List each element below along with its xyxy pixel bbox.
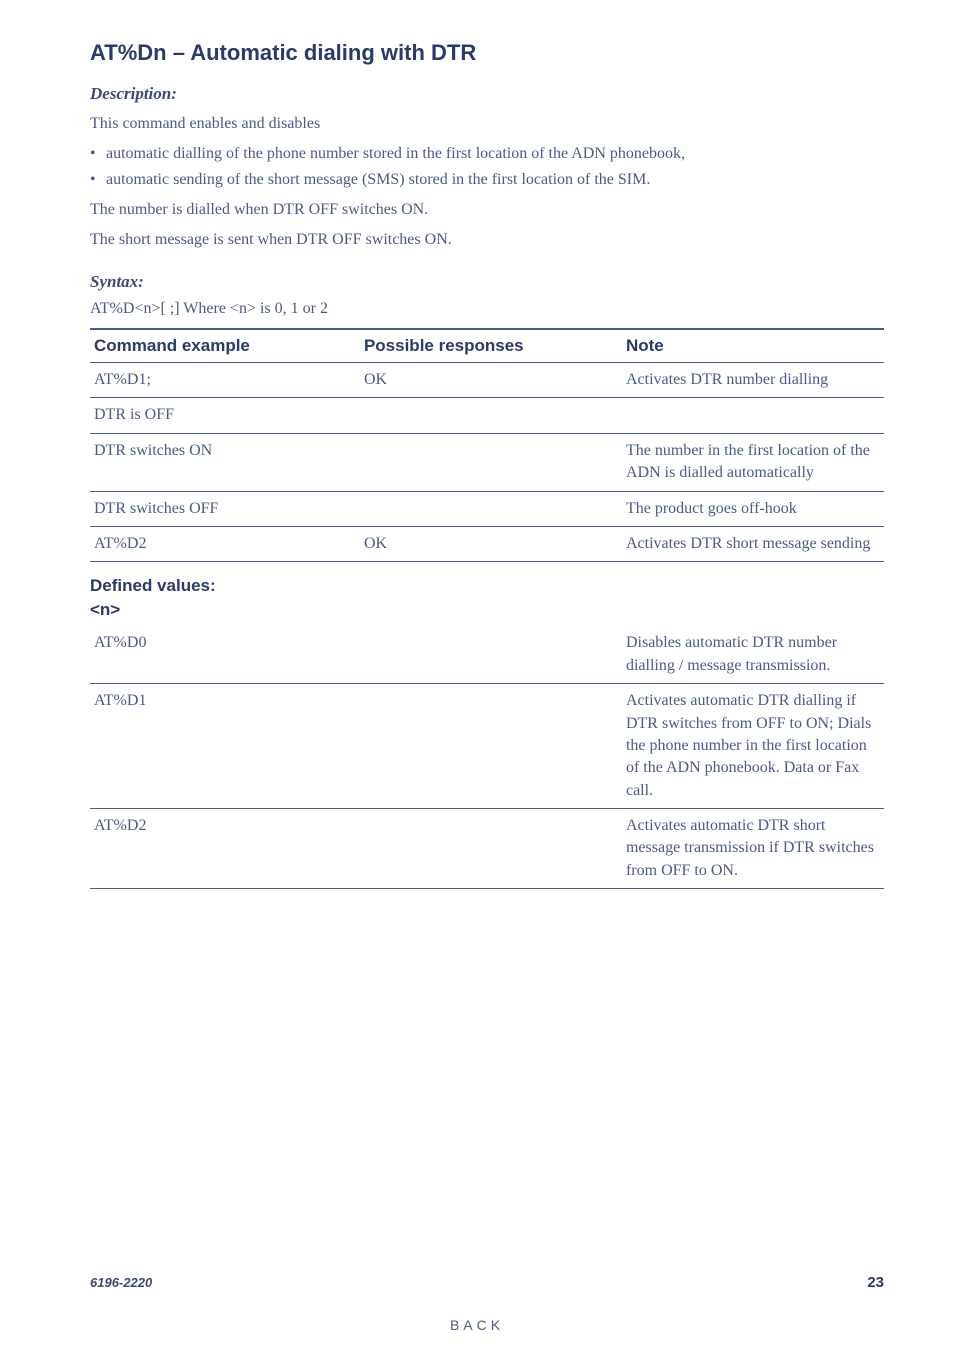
cell: AT%D2 bbox=[90, 526, 360, 561]
table-row: AT%D1; OK Activates DTR number dialling bbox=[90, 363, 884, 398]
bullet-item: automatic sending of the short message (… bbox=[90, 168, 884, 192]
table-row: DTR switches OFF The product goes off-ho… bbox=[90, 491, 884, 526]
cell: Activates DTR short message sending bbox=[622, 526, 884, 561]
description-intro: This command enables and disables bbox=[90, 112, 884, 136]
cell: The product goes off-hook bbox=[622, 491, 884, 526]
table-row: AT%D1 Activates automatic DTR dialling i… bbox=[90, 684, 884, 809]
defined-values-table: AT%D0 Disables automatic DTR number dial… bbox=[90, 626, 884, 889]
cell bbox=[622, 398, 884, 433]
footer-doc-id: 6196-2220 bbox=[90, 1275, 152, 1290]
description-heading: Description: bbox=[90, 84, 884, 104]
description-line: The short message is sent when DTR OFF s… bbox=[90, 228, 884, 252]
description-line: The number is dialled when DTR OFF switc… bbox=[90, 198, 884, 222]
table-row: DTR switches ON The number in the first … bbox=[90, 433, 884, 491]
page-title: AT%Dn – Automatic dialing with DTR bbox=[90, 40, 884, 66]
cell: AT%D2 bbox=[90, 809, 622, 889]
cell: OK bbox=[360, 363, 622, 398]
table-row: AT%D0 Disables automatic DTR number dial… bbox=[90, 626, 884, 683]
bullet-item: automatic dialling of the phone number s… bbox=[90, 142, 884, 166]
cell: Activates automatic DTR short message tr… bbox=[622, 809, 884, 889]
cell: AT%D0 bbox=[90, 626, 622, 683]
syntax-line: AT%D<n>[ ;] Where <n> is 0, 1 or 2 bbox=[90, 300, 884, 318]
footer-page-number: 23 bbox=[867, 1274, 884, 1291]
n-parameter-label: <n> bbox=[90, 600, 884, 620]
back-link[interactable]: BACK bbox=[0, 1317, 954, 1333]
cell: AT%D1; bbox=[90, 363, 360, 398]
cell bbox=[360, 433, 622, 491]
command-table: Command example Possible responses Note … bbox=[90, 328, 884, 562]
table-header: Command example bbox=[90, 329, 360, 363]
defined-values-heading: Defined values: bbox=[90, 576, 884, 596]
cell bbox=[360, 398, 622, 433]
description-bullets: automatic dialling of the phone number s… bbox=[90, 142, 884, 192]
table-row: DTR is OFF bbox=[90, 398, 884, 433]
syntax-heading: Syntax: bbox=[90, 272, 884, 292]
table-header: Note bbox=[622, 329, 884, 363]
cell: OK bbox=[360, 526, 622, 561]
table-header: Possible responses bbox=[360, 329, 622, 363]
cell: DTR switches OFF bbox=[90, 491, 360, 526]
cell: Disables automatic DTR number dialling /… bbox=[622, 626, 884, 683]
cell: AT%D1 bbox=[90, 684, 622, 809]
table-row: AT%D2 Activates automatic DTR short mess… bbox=[90, 809, 884, 889]
footer: 6196-2220 23 bbox=[90, 1274, 884, 1291]
cell: DTR switches ON bbox=[90, 433, 360, 491]
cell bbox=[360, 491, 622, 526]
cell: Activates DTR number dialling bbox=[622, 363, 884, 398]
table-row: AT%D2 OK Activates DTR short message sen… bbox=[90, 526, 884, 561]
cell: The number in the first location of the … bbox=[622, 433, 884, 491]
cell: DTR is OFF bbox=[90, 398, 360, 433]
cell: Activates automatic DTR dialling if DTR … bbox=[622, 684, 884, 809]
